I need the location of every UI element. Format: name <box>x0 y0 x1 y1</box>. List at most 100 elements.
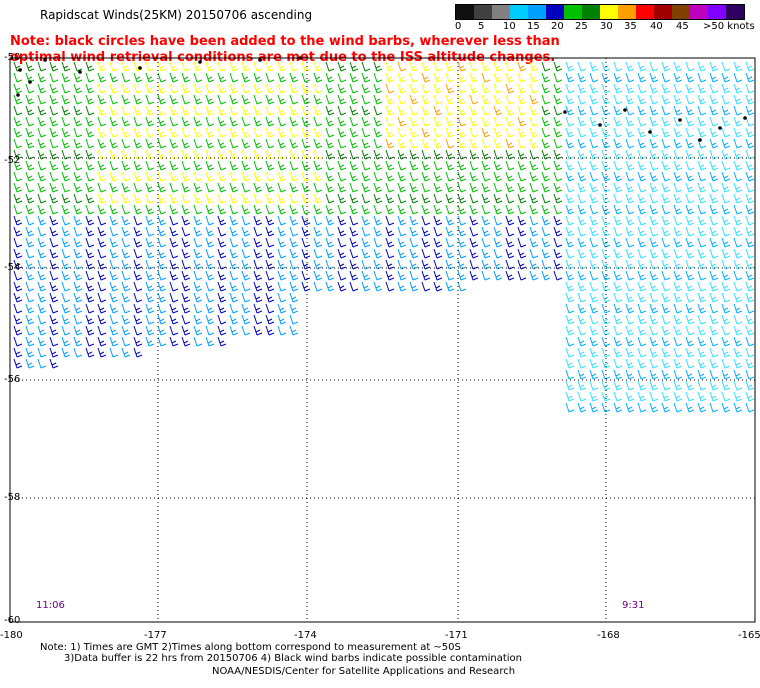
wind-barb <box>649 358 659 369</box>
wind-barb <box>709 204 719 215</box>
wind-barb <box>49 347 59 358</box>
wind-barb <box>349 160 359 171</box>
wind-barb <box>133 237 143 248</box>
wind-barb <box>37 160 47 171</box>
wind-barb <box>649 83 659 94</box>
wind-barb <box>673 171 683 182</box>
wind-barb <box>49 303 59 314</box>
wind-barb <box>577 336 587 347</box>
wind-barb <box>613 94 623 105</box>
wind-barb <box>337 61 347 72</box>
wind-barb <box>661 281 671 292</box>
wind-barb <box>325 149 335 160</box>
wind-barb <box>109 204 119 215</box>
wind-barb <box>577 138 587 149</box>
wind-barb <box>49 116 59 127</box>
wind-barb <box>181 116 191 127</box>
wind-barb <box>325 171 335 182</box>
wind-barb <box>649 204 659 215</box>
wind-barb <box>313 259 323 270</box>
wind-barb <box>277 314 287 325</box>
y-tick-label: -60 <box>4 615 21 626</box>
wind-barb <box>133 347 143 358</box>
wind-barb <box>553 259 563 270</box>
wind-barb <box>589 347 599 358</box>
wind-barb <box>277 303 287 314</box>
footnote-line-1: Note: 1) Times are GMT 2)Times along bot… <box>40 642 461 653</box>
wind-barb <box>73 226 83 237</box>
wind-barb <box>97 193 107 204</box>
wind-barb <box>133 94 143 105</box>
wind-barb <box>361 61 371 72</box>
wind-barb <box>277 259 287 270</box>
wind-barb <box>157 325 167 336</box>
x-tick-label: -177 <box>144 630 167 641</box>
wind-barb <box>73 94 83 105</box>
wind-barb <box>289 61 299 72</box>
wind-barb <box>541 193 551 204</box>
time-label-right: 9:31 <box>622 600 645 611</box>
wind-barb <box>661 94 671 105</box>
wind-barb <box>145 160 155 171</box>
wind-barb <box>241 61 251 72</box>
wind-barb <box>61 105 71 116</box>
wind-barb <box>505 182 515 193</box>
wind-barb <box>433 281 443 292</box>
wind-barb <box>673 369 683 380</box>
wind-barb <box>229 270 239 281</box>
wind-barb <box>97 116 107 127</box>
wind-barb <box>157 336 167 347</box>
wind-barb <box>169 248 179 259</box>
wind-barb <box>385 94 395 105</box>
wind-barb <box>121 292 131 303</box>
wind-barb <box>505 105 515 116</box>
wind-barb <box>325 204 335 215</box>
wind-barb <box>361 226 371 237</box>
wind-barb <box>169 94 179 105</box>
wind-barb <box>649 369 659 380</box>
wind-barb <box>613 61 623 72</box>
wind-barb <box>253 94 263 105</box>
wind-barb <box>457 94 467 105</box>
wind-barb <box>625 83 635 94</box>
wind-barb <box>349 259 359 270</box>
wind-barb <box>685 204 695 215</box>
wind-barb <box>685 292 695 303</box>
wind-barb <box>349 248 359 259</box>
wind-barb <box>637 402 647 413</box>
wind-barb <box>697 259 707 270</box>
wind-barb <box>577 72 587 83</box>
wind-barb <box>37 358 47 369</box>
wind-barb <box>409 94 419 105</box>
wind-barb <box>289 215 299 226</box>
wind-barb <box>97 237 107 248</box>
wind-barb <box>481 105 491 116</box>
wind-barb <box>517 270 527 281</box>
wind-barb <box>613 171 623 182</box>
wind-barb <box>169 303 179 314</box>
wind-barb <box>697 226 707 237</box>
wind-barb <box>421 149 431 160</box>
wind-barb <box>121 237 131 248</box>
wind-barb <box>601 127 611 138</box>
wind-barb <box>577 105 587 116</box>
wind-barb <box>265 171 275 182</box>
wind-barb <box>25 61 35 72</box>
wind-barb <box>337 105 347 116</box>
wind-barb <box>637 138 647 149</box>
wind-barb <box>709 237 719 248</box>
wind-barb <box>217 94 227 105</box>
colorbar-swatch <box>708 5 726 19</box>
wind-barb <box>613 402 623 413</box>
wind-barb <box>169 149 179 160</box>
wind-barb <box>421 259 431 270</box>
wind-barb <box>721 369 731 380</box>
wind-barb <box>505 215 515 226</box>
wind-barb <box>97 204 107 215</box>
wind-barb <box>697 248 707 259</box>
wind-barb <box>577 116 587 127</box>
wind-barb <box>553 61 563 72</box>
wind-barb <box>697 116 707 127</box>
wind-barb <box>109 61 119 72</box>
wind-barb <box>529 204 539 215</box>
